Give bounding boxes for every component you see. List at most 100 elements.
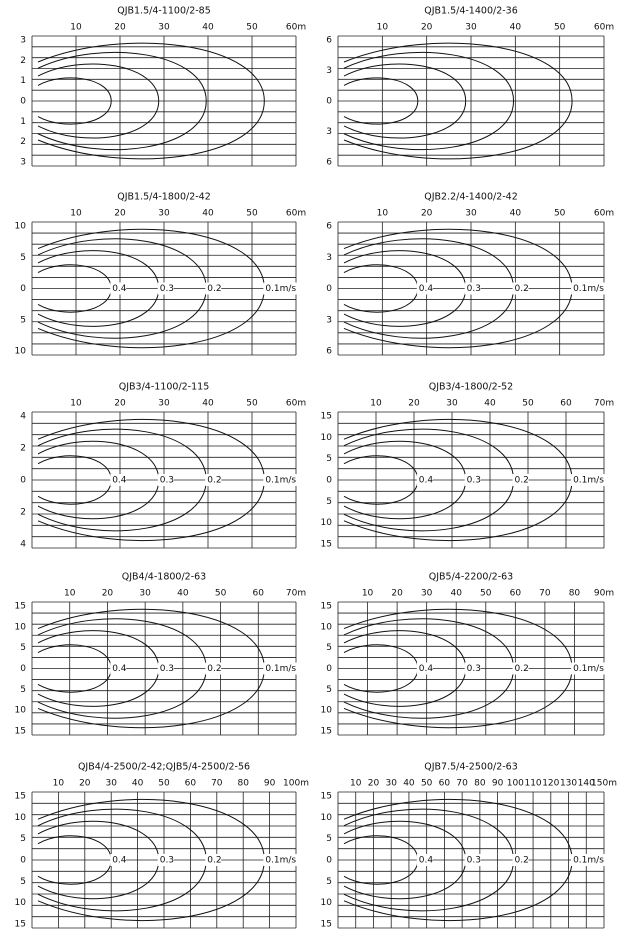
x-label: 30 (158, 23, 170, 33)
label-bg (205, 474, 222, 486)
x-label: 70m (594, 399, 614, 409)
y-label: 6 (326, 347, 332, 357)
contour-label: 0.3 (160, 476, 174, 486)
x-label: 60m (286, 209, 306, 219)
label-bg (571, 854, 608, 866)
contour-label: 0.1m/s (265, 664, 296, 674)
x-label: 40 (510, 23, 522, 33)
panel-title: QJB7.5/4-2500/2-63 (424, 762, 518, 773)
label-bg (416, 854, 433, 866)
y-label: 10 (321, 706, 333, 716)
y-label: 6 (326, 222, 332, 232)
x-label: 20 (408, 399, 420, 409)
label-bg (110, 282, 127, 295)
x-label: 50 (554, 23, 566, 33)
contour-label: 0.1m/s (265, 856, 296, 866)
y-label: 3 (20, 36, 26, 46)
y-label: 10 (321, 898, 333, 908)
x-label: 30 (465, 23, 477, 33)
y-label: 3 (326, 253, 332, 263)
x-label: 50 (421, 779, 433, 789)
y-label: 15 (15, 792, 26, 802)
label-bg (110, 662, 127, 675)
y-label: 2 (20, 56, 26, 66)
x-label: 40 (202, 209, 214, 219)
x-label: 50 (246, 209, 258, 219)
panel-title: QJB1.5/4-1400/2-36 (424, 6, 518, 17)
contour-label: 0.4 (419, 284, 434, 294)
y-label: 0 (20, 664, 26, 674)
contour-label: 0.1m/s (265, 284, 296, 294)
label-bg (416, 662, 433, 675)
contour-label: 0.1m/s (573, 664, 604, 674)
x-label: 100 (507, 779, 524, 789)
contour-label: 0.3 (467, 664, 481, 674)
label-bg (263, 474, 300, 486)
contour-label: 0.4 (112, 476, 127, 486)
x-label: 60m (594, 23, 614, 33)
label-bg (464, 662, 481, 675)
x-label: 30 (446, 399, 458, 409)
x-label: 20 (368, 779, 380, 789)
y-label: 5 (20, 643, 26, 653)
x-label: 130 (560, 779, 577, 789)
label-bg (157, 854, 174, 866)
x-label: 20 (114, 399, 126, 409)
x-label: 150m (591, 779, 617, 789)
x-label: 80 (474, 779, 486, 789)
y-label: 1 (20, 76, 26, 86)
panel-title: QJB1.5/4-1100/2-85 (117, 6, 211, 17)
label-bg (416, 282, 433, 295)
x-label: 140 (578, 779, 595, 789)
contour-label: 0.2 (207, 856, 221, 866)
label-bg (110, 854, 127, 866)
label-bg (263, 854, 300, 866)
x-label: 40 (177, 589, 189, 599)
panel-title: QJB4/4-1800/2-63 (122, 572, 206, 583)
label-bg (157, 282, 174, 295)
y-label: 5 (326, 834, 332, 844)
panel-title: QJB3/4-1100/2-115 (119, 382, 210, 393)
x-label: 90m (594, 589, 614, 599)
x-label: 20 (79, 779, 91, 789)
y-label: 15 (321, 412, 332, 422)
contour-label: 0.2 (515, 856, 529, 866)
label-bg (464, 854, 481, 866)
x-label: 60 (560, 399, 572, 409)
y-label: 15 (321, 540, 332, 550)
y-label: 10 (321, 433, 333, 443)
y-label: 10 (15, 222, 27, 232)
x-label: 50 (158, 779, 170, 789)
x-label: 90 (264, 779, 276, 789)
contour-label: 0.2 (515, 664, 529, 674)
x-label: 30 (421, 589, 433, 599)
y-label: 15 (15, 920, 26, 930)
contour (37, 63, 160, 139)
contour (343, 51, 515, 151)
y-label: 2 (20, 508, 26, 518)
y-label: 10 (321, 813, 333, 823)
contour (37, 51, 207, 151)
y-label: 5 (326, 643, 332, 653)
contour-label: 0.3 (467, 284, 481, 294)
contour-label: 0.3 (160, 664, 174, 674)
x-label: 30 (158, 209, 170, 219)
x-label: 70 (211, 779, 223, 789)
contour (37, 42, 265, 160)
x-label: 30 (465, 209, 477, 219)
contour-label: 0.4 (112, 664, 127, 674)
panel-title: QJB1.5/4-1800/2-42 (117, 192, 211, 203)
x-label: 80 (237, 779, 249, 789)
contour-label: 0.1m/s (573, 284, 604, 294)
y-label: 5 (20, 253, 26, 263)
y-label: 2 (20, 137, 26, 147)
y-label: 15 (321, 727, 332, 737)
x-label: 20 (391, 589, 403, 599)
x-label: 10 (70, 399, 82, 409)
label-bg (512, 854, 529, 866)
y-label: 15 (321, 792, 332, 802)
x-label: 110 (524, 779, 541, 789)
y-label: 6 (326, 158, 332, 168)
y-label: 6 (326, 36, 332, 46)
